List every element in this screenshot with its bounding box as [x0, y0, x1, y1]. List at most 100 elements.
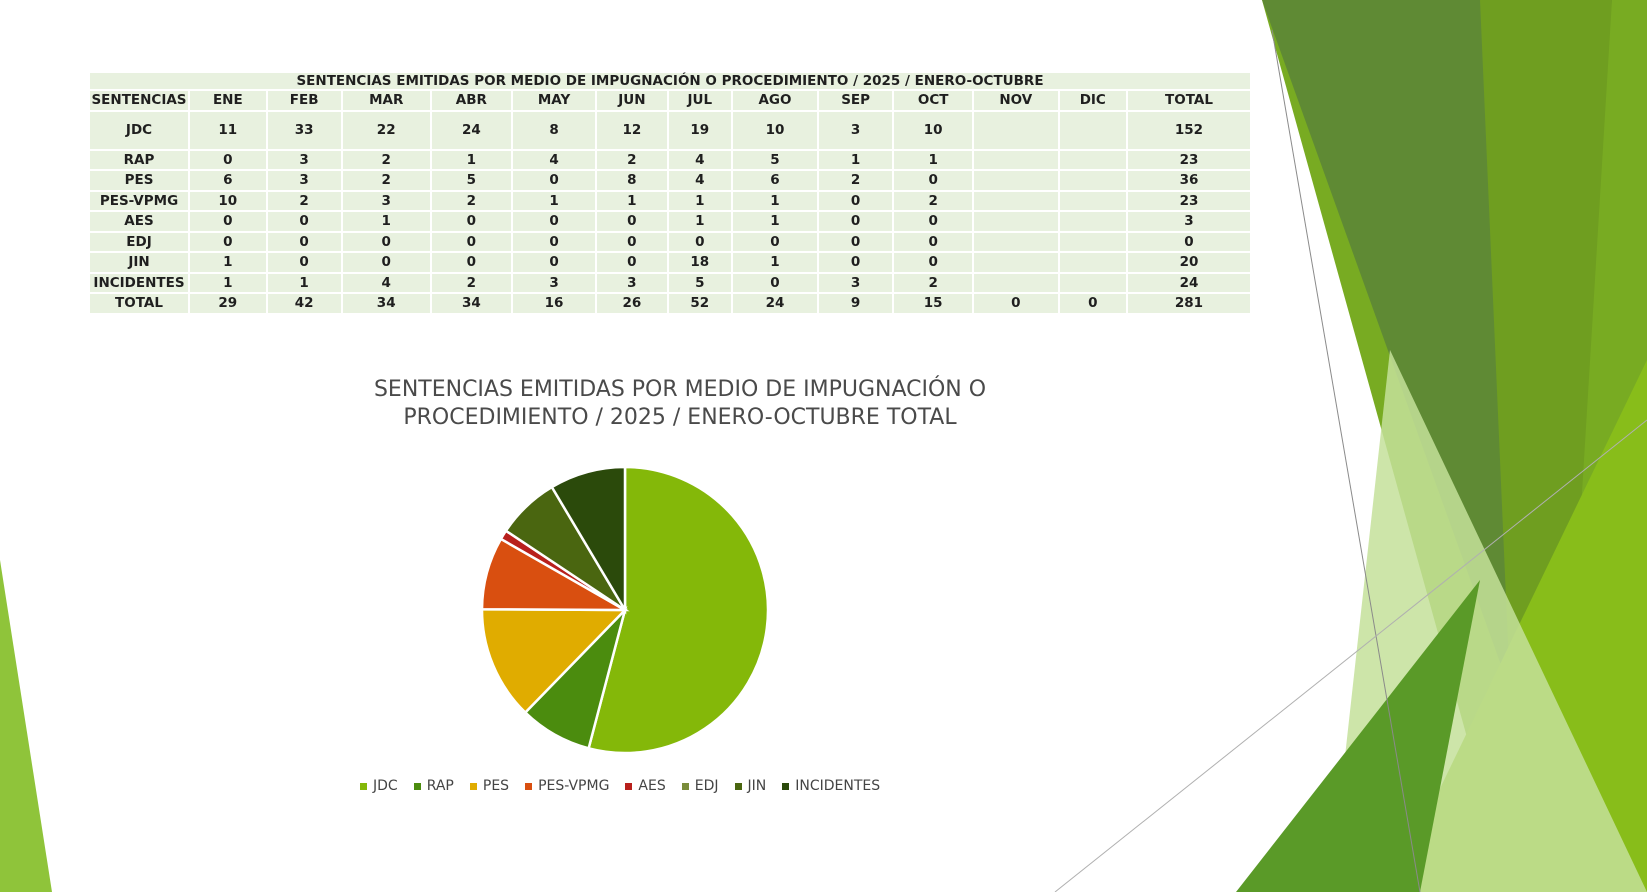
table-cell: 0: [342, 253, 430, 272]
pie-slice-pes: [480, 607, 628, 715]
legend-swatch: [525, 782, 533, 790]
table-cell: 11: [190, 111, 266, 149]
table-cell: 3: [342, 191, 430, 210]
column-header-jul: JUL: [668, 91, 732, 110]
table-cell: 36: [1127, 171, 1250, 190]
legend-swatch: [413, 782, 421, 790]
table-row: INCIDENTES 1 1 4 2 3 3 5 0 3 2 24: [90, 273, 1250, 292]
sentencias-table: SENTENCIAS EMITIDAS POR MEDIO DE IMPUGNA…: [88, 71, 1252, 315]
table-cell: 1: [512, 191, 596, 210]
legend-item-jdc: JDC: [360, 778, 398, 794]
column-header-ago: AGO: [733, 91, 817, 110]
table-cell: 0: [267, 253, 341, 272]
table-cell: 1: [818, 150, 893, 169]
legend-label: JDC: [373, 778, 398, 794]
table-row: RAP 0 3 2 1 4 2 4 5 1 1 23: [90, 150, 1250, 169]
table-row: TOTAL 29 42 34 34 16 26 52 24 9 15 0 0 281: [90, 294, 1250, 313]
table-row: PES 6 3 2 5 0 8 4 6 2 0 36: [90, 171, 1250, 190]
chart-title-line-2: PROCEDIMIENTO / 2025 / ENERO-OCTUBRE TOT…: [403, 405, 957, 430]
table-cell: 5: [431, 171, 511, 190]
table-cell: [974, 212, 1058, 231]
table-cell: 16: [512, 294, 596, 313]
chart-title: SENTENCIAS EMITIDAS POR MEDIO DE IMPUGNA…: [300, 376, 1060, 432]
table-cell: 0: [818, 191, 893, 210]
bottom-dark-triangle: [1236, 580, 1480, 892]
legend-label: PES-VPMG: [538, 778, 610, 794]
table-cell: 12: [597, 111, 667, 149]
table-cell: 3: [267, 150, 341, 169]
table-cell: 0: [1127, 232, 1250, 251]
table-row: JIN 1 0 0 0 0 0 18 1 0 0 20: [90, 253, 1250, 272]
row-label: INCIDENTES: [90, 273, 188, 292]
table-cell: [974, 111, 1058, 149]
legend-item-rap: RAP: [413, 778, 454, 794]
table-row: JDC 11 33 22 24 8 12 19 10 3 10 152: [90, 111, 1250, 149]
table-cell: 33: [267, 111, 341, 149]
table-cell: 1: [597, 191, 667, 210]
row-label: PES-VPMG: [90, 191, 188, 210]
table-cell: 2: [597, 150, 667, 169]
table-cell: 20: [1127, 253, 1250, 272]
table-cell: 1: [190, 273, 266, 292]
table-cell: 0: [190, 150, 266, 169]
table-cell: 24: [733, 294, 817, 313]
row-label: TOTAL: [90, 294, 188, 313]
legend-item-incidentes: INCIDENTES: [782, 778, 880, 794]
table-cell: 2: [267, 191, 341, 210]
left-accent-shape: [0, 560, 52, 892]
legend-label: JIN: [747, 778, 767, 794]
legend-label: RAP: [426, 778, 454, 794]
column-header-mar: MAR: [342, 91, 430, 110]
legend-label: AES: [638, 778, 666, 794]
legend-label: PES: [482, 778, 510, 794]
legend-item-pes: PES: [469, 778, 510, 794]
pie-chart: [480, 465, 770, 755]
table-cell: 4: [512, 150, 596, 169]
table-cell: 1: [894, 150, 973, 169]
table-cell: 0: [512, 171, 596, 190]
table-cell: 0: [818, 232, 893, 251]
table-cell: 6: [190, 171, 266, 190]
legend-swatch: [681, 782, 689, 790]
table-cell: 0: [733, 273, 817, 292]
table-cell: 0: [512, 212, 596, 231]
row-label: PES: [90, 171, 188, 190]
table-cell: 10: [894, 111, 973, 149]
table-cell: 23: [1127, 191, 1250, 210]
table-cell: 0: [190, 232, 266, 251]
table-cell: 34: [431, 294, 511, 313]
table-cell: 0: [431, 253, 511, 272]
table-cell: 52: [668, 294, 732, 313]
row-label: RAP: [90, 150, 188, 169]
table-cell: 4: [342, 273, 430, 292]
table-cell: 24: [431, 111, 511, 149]
table-cell: [974, 171, 1058, 190]
table-cell: 29: [190, 294, 266, 313]
table-cell: [974, 232, 1058, 251]
table-cell: [1059, 273, 1126, 292]
table-cell: 26: [597, 294, 667, 313]
table-cell: 0: [431, 232, 511, 251]
column-header-dic: DIC: [1059, 91, 1126, 110]
chart-legend: JDC RAP PES PES-VPMG AES EDJ JIN INCIDENTES: [360, 778, 920, 794]
table-cell: 1: [668, 191, 732, 210]
table-cell: 0: [597, 232, 667, 251]
table-cell: [1059, 191, 1126, 210]
table-cell: 1: [342, 212, 430, 231]
table-row: PES-VPMG 10 2 3 2 1 1 1 1 0 2 23: [90, 191, 1250, 210]
table-cell: 0: [894, 212, 973, 231]
table-row: AES 0 0 1 0 0 0 1 1 0 0 3: [90, 212, 1250, 231]
table-header-row: SENTENCIAS ENE FEB MAR ABR MAY JUN JUL AGO SEP OCT…: [90, 91, 1250, 110]
table-cell: 1: [733, 253, 817, 272]
row-label: AES: [90, 212, 188, 231]
legend-item-jin: JIN: [734, 778, 767, 794]
table-cell: 9: [818, 294, 893, 313]
table-cell: 0: [894, 232, 973, 251]
legend-item-edj: EDJ: [681, 778, 719, 794]
table-cell: [974, 253, 1058, 272]
table-cell: 2: [431, 273, 511, 292]
table-cell: [974, 191, 1058, 210]
table-cell: 0: [190, 212, 266, 231]
